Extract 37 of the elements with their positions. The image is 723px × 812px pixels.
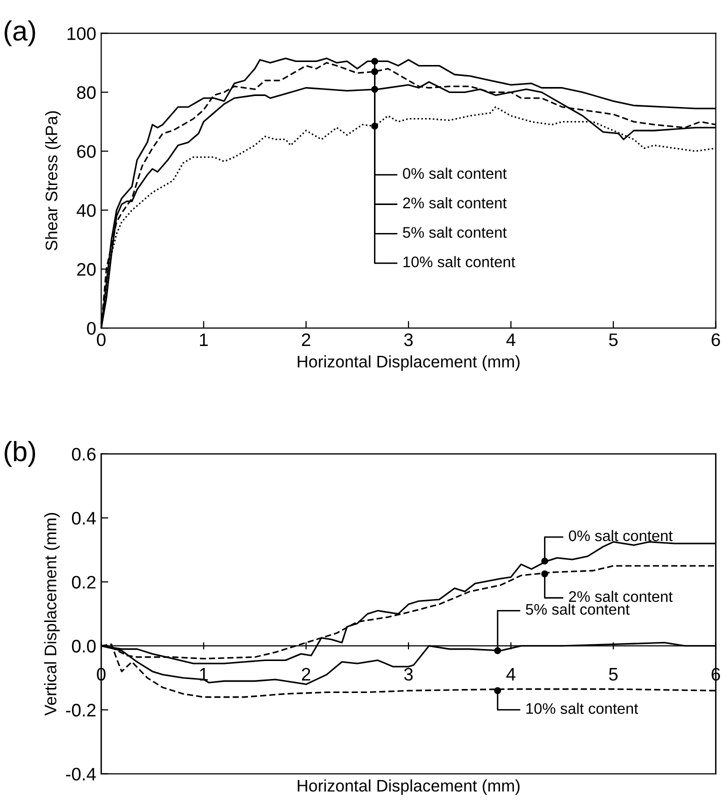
y-axis-title: Shear Stress (kPa) <box>45 111 61 250</box>
y-tick-label: 80 <box>77 86 96 99</box>
annotation: 10% salt content <box>404 256 516 268</box>
y-tick-label: 0.6 <box>72 448 96 461</box>
annotation: 2% salt content <box>403 197 507 208</box>
annotation: 5% salt content <box>402 226 507 238</box>
annotation: 0% salt content <box>402 168 507 179</box>
x-tick-label: 4 <box>506 668 516 680</box>
annotation: 5% salt content <box>526 604 630 615</box>
y-tick-label: 60 <box>77 145 96 158</box>
x-tick-label: 2 <box>302 333 310 346</box>
x-tick-label: 2 <box>302 668 310 680</box>
annotation: 2% salt content <box>569 590 673 602</box>
y-tick-label: -0.4 <box>66 768 96 781</box>
x-axis-title: Horizontal Displacement (mm) <box>298 779 520 795</box>
x-tick-label: 1 <box>200 334 208 346</box>
y-tick-label: 40 <box>76 204 96 217</box>
y-tick-label: 100 <box>68 27 96 40</box>
y-tick-label: -0.2 <box>66 704 96 717</box>
y-tick-label: 20 <box>77 263 96 276</box>
x-tick-label: 6 <box>712 333 720 346</box>
y-tick-label: 0 <box>87 322 96 335</box>
x-axis-title: Horizontal Displacement (mm) <box>298 355 520 371</box>
annotation: 10% salt content <box>526 702 638 714</box>
chart-title: (a) <box>4 20 36 46</box>
y-tick-label: 0.4 <box>72 512 96 525</box>
x-tick-label: 3 <box>404 668 413 681</box>
y-tick-label: 0.0 <box>72 640 96 653</box>
x-tick-label: 0 <box>96 333 106 346</box>
x-tick-label: 3 <box>404 333 413 346</box>
y-axis-title: Vertical Displacement (mm) <box>44 513 60 716</box>
chart-title: (b) <box>4 440 36 467</box>
x-tick-label: 5 <box>609 334 618 346</box>
x-tick-label: 5 <box>609 668 618 681</box>
annotation: 0% salt content <box>568 530 673 542</box>
y-tick-label: 0.2 <box>72 576 96 589</box>
x-tick-label: 4 <box>506 334 516 346</box>
